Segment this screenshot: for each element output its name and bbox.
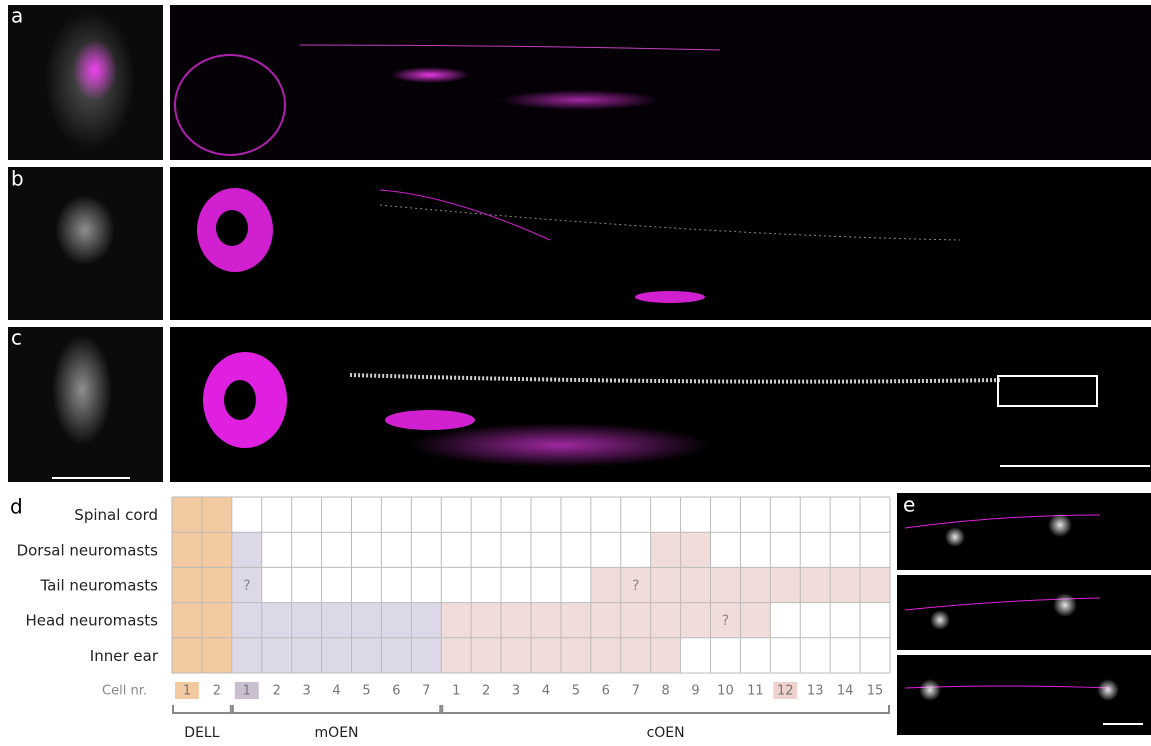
group-name: cOEN bbox=[647, 725, 685, 741]
image-detail bbox=[919, 679, 941, 701]
cell-shading bbox=[232, 638, 441, 673]
cell-number: 13 bbox=[807, 684, 824, 699]
image-detail bbox=[1053, 593, 1077, 617]
cell-number: 12 bbox=[777, 684, 794, 699]
image-detail bbox=[410, 423, 710, 467]
row-label: Inner ear bbox=[90, 647, 159, 665]
image bbox=[897, 493, 1151, 570]
cell-number: 4 bbox=[542, 684, 550, 699]
cell-number: 14 bbox=[837, 684, 854, 699]
image-detail bbox=[216, 210, 248, 246]
cell-number: 6 bbox=[392, 684, 400, 699]
image bbox=[170, 5, 1151, 160]
image-detail bbox=[1048, 513, 1072, 537]
group-bracket bbox=[173, 705, 231, 713]
cell-number: 11 bbox=[747, 684, 764, 699]
uncertain-mark: ? bbox=[722, 613, 729, 629]
panel-label: c bbox=[11, 326, 22, 350]
figure: a b c d e Spinal cord Dorsal neuromasts Ta… bbox=[0, 0, 1151, 746]
group-name: DELL bbox=[184, 725, 219, 741]
image-detail bbox=[385, 410, 475, 430]
image-detail bbox=[73, 40, 117, 100]
panel-label: b bbox=[11, 167, 24, 191]
panel-label: e bbox=[903, 493, 915, 517]
image-detail bbox=[930, 610, 950, 630]
cell-shading bbox=[232, 532, 262, 567]
image-detail bbox=[1097, 679, 1119, 701]
cell-table: Spinal cord Dorsal neuromasts Tail neuroma… bbox=[17, 497, 890, 741]
panel-label: a bbox=[11, 4, 23, 28]
uncertain-mark: ? bbox=[632, 578, 639, 594]
cell-number: 4 bbox=[332, 684, 340, 699]
cell-number: 8 bbox=[661, 684, 669, 699]
row-label: Tail neuromasts bbox=[39, 577, 158, 595]
row-label: Dorsal neuromasts bbox=[17, 541, 159, 559]
page: a b c d e Spinal cord Dorsal neuromasts Ta… bbox=[0, 0, 1151, 746]
cell-number: 7 bbox=[422, 684, 430, 699]
image-detail bbox=[390, 67, 470, 83]
x-title: Cell nr. bbox=[102, 684, 147, 699]
image-detail bbox=[55, 195, 115, 265]
group-bracket bbox=[442, 705, 889, 713]
cell-number: 3 bbox=[302, 684, 310, 699]
cell-number: 3 bbox=[512, 684, 520, 699]
cell-number: 10 bbox=[717, 684, 734, 699]
cell-number: 2 bbox=[213, 684, 221, 699]
cell-number: 1 bbox=[183, 684, 191, 699]
cell-number: 2 bbox=[273, 684, 281, 699]
image-detail bbox=[945, 527, 965, 547]
uncertain-mark: ? bbox=[243, 578, 250, 594]
image-detail bbox=[500, 90, 660, 110]
cell-number: 5 bbox=[362, 684, 370, 699]
cell-number: 2 bbox=[482, 684, 490, 699]
cell-number: 5 bbox=[572, 684, 580, 699]
group-name: mOEN bbox=[315, 725, 359, 741]
image-detail bbox=[52, 335, 112, 445]
image-detail bbox=[224, 380, 256, 420]
cell-number: 6 bbox=[602, 684, 610, 699]
cell-number: 1 bbox=[243, 684, 251, 699]
cell-shading bbox=[232, 603, 441, 638]
cell-number: 15 bbox=[867, 684, 884, 699]
cell-number: 9 bbox=[691, 684, 699, 699]
cell-number: 7 bbox=[632, 684, 640, 699]
group-bracket bbox=[233, 705, 440, 713]
row-label: Head neuromasts bbox=[25, 612, 158, 630]
image-detail bbox=[635, 291, 705, 303]
row-label: Spinal cord bbox=[74, 506, 158, 524]
panel-label: d bbox=[10, 495, 23, 519]
cell-number: 1 bbox=[452, 684, 460, 699]
